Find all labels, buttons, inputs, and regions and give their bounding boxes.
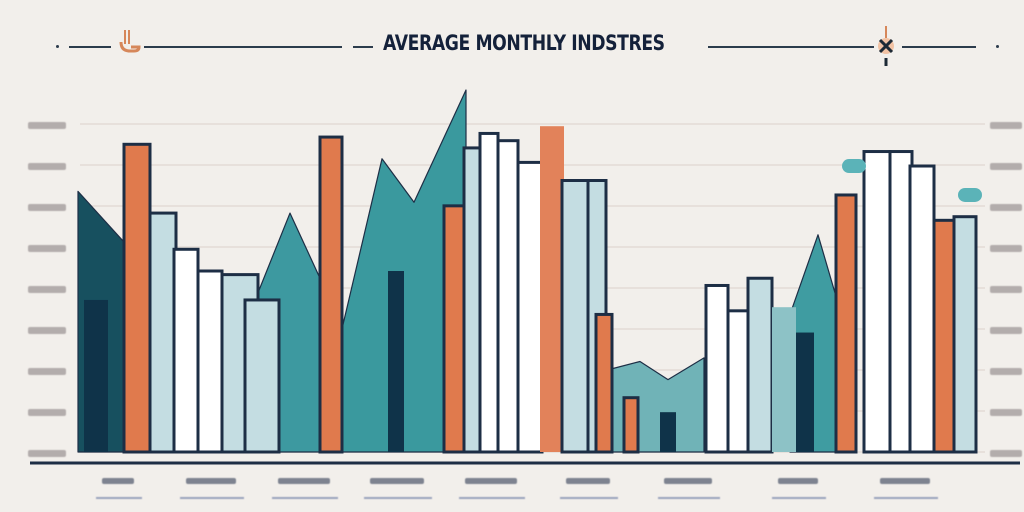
y-tick-label-left — [28, 204, 66, 211]
bar — [772, 307, 796, 452]
annotation-badge — [958, 187, 982, 202]
x-category-label — [278, 478, 330, 484]
y-tick-label-right — [990, 163, 1022, 170]
bar — [594, 312, 614, 454]
y-tick-label-right — [990, 450, 1022, 457]
bar — [462, 146, 482, 454]
y-tick-label-left — [28, 450, 66, 457]
bar — [516, 160, 544, 454]
bar — [243, 298, 281, 454]
y-tick-label-left — [28, 163, 66, 170]
y-tick-label-left — [28, 122, 66, 129]
y-tick-label-right — [990, 122, 1022, 129]
header-dot-right — [996, 45, 999, 48]
y-tick-label-right — [990, 204, 1022, 211]
x-category-label — [880, 478, 930, 484]
bar — [388, 271, 404, 452]
crossed-swords-icon — [872, 24, 900, 75]
header-line-right-1 — [708, 46, 874, 48]
y-tick-label-right — [990, 409, 1022, 416]
chart-title: AVERAGE MONTHLY INDSTRES — [383, 31, 665, 55]
bar — [796, 332, 814, 452]
x-category-underline — [658, 497, 720, 499]
header-line-left-3 — [353, 46, 373, 48]
x-category-underline — [180, 497, 244, 499]
y-tick-label-left — [28, 286, 66, 293]
y-tick-label-right — [990, 368, 1022, 375]
bar — [540, 126, 564, 452]
bar — [122, 142, 152, 454]
bar — [84, 299, 108, 452]
x-category-underline — [364, 497, 432, 499]
bar — [196, 269, 224, 454]
bar — [660, 412, 676, 452]
bar — [148, 211, 178, 454]
bar — [172, 247, 200, 454]
y-tick-label-left — [28, 368, 66, 375]
x-category-label — [370, 478, 424, 484]
bar — [442, 204, 466, 454]
x-category-underline — [272, 497, 338, 499]
x-category-underline — [96, 497, 142, 499]
annotation-badge — [842, 159, 866, 174]
header-line-left-1 — [69, 46, 111, 48]
bar — [908, 164, 936, 454]
y-tick-label-left — [28, 245, 66, 252]
header-line-right-2 — [902, 46, 976, 48]
y-tick-label-right — [990, 327, 1022, 334]
bar — [478, 131, 500, 454]
header-line-left-2 — [144, 46, 342, 48]
x-category-label — [566, 478, 610, 484]
bar — [834, 193, 858, 454]
bar — [318, 135, 344, 454]
bar — [746, 276, 774, 454]
x-category-underline — [772, 497, 826, 499]
x-category-label — [664, 478, 712, 484]
x-category-label — [778, 478, 818, 484]
header-dot-left — [56, 45, 59, 48]
x-category-underline — [560, 497, 618, 499]
x-category-label — [186, 478, 236, 484]
bar — [932, 218, 956, 454]
y-tick-label-left — [28, 409, 66, 416]
x-category-label — [465, 478, 517, 484]
bar — [704, 283, 730, 454]
x-category-underline — [874, 497, 938, 499]
bar — [622, 396, 640, 454]
y-tick-label-right — [990, 286, 1022, 293]
bar — [560, 179, 592, 454]
anchor-icon — [118, 26, 146, 67]
bar — [952, 215, 978, 454]
x-category-label — [102, 478, 134, 484]
bar — [496, 139, 520, 454]
y-tick-label-left — [28, 327, 66, 334]
y-tick-label-right — [990, 245, 1022, 252]
bar — [862, 150, 892, 454]
x-category-underline — [459, 497, 525, 499]
